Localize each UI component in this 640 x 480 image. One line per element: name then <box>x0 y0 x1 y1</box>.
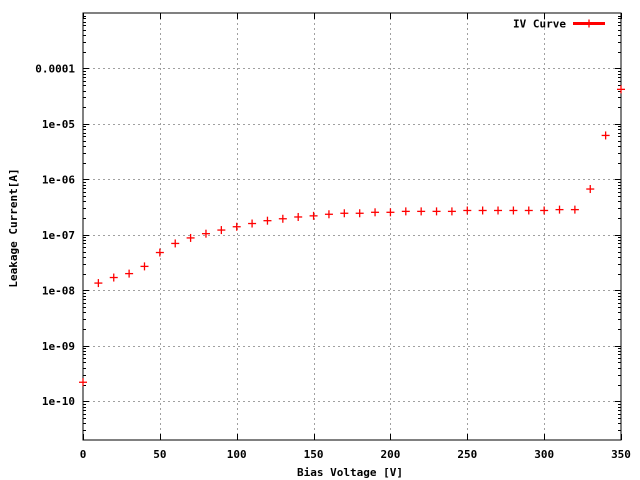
y-tick-label: 1e-07 <box>42 229 75 242</box>
data-point <box>79 378 87 387</box>
data-point <box>540 206 549 215</box>
data-point <box>617 85 625 94</box>
data-point <box>570 205 579 214</box>
data-point <box>248 219 257 228</box>
data-point <box>278 214 287 223</box>
x-tick-label: 150 <box>304 448 324 461</box>
data-point <box>401 207 410 216</box>
data-point <box>94 279 103 288</box>
data-point <box>294 212 303 221</box>
y-tick-label: 1e-09 <box>42 340 75 353</box>
y-tick-label: 0.0001 <box>35 62 75 75</box>
data-point <box>509 206 518 215</box>
data-point <box>201 229 210 238</box>
data-point <box>125 269 134 278</box>
y-tick-label: 1e-05 <box>42 118 75 131</box>
data-point <box>217 226 226 235</box>
legend-label: IV Curve <box>513 18 566 31</box>
data-point <box>601 131 610 140</box>
x-tick-label: 200 <box>380 448 400 461</box>
data-point <box>478 206 487 215</box>
data-point <box>447 207 456 216</box>
data-point <box>140 262 149 271</box>
data-points <box>79 85 625 387</box>
y-tick-label: 1e-06 <box>42 173 75 186</box>
x-tick-labels: 0 50 100 150 200 250 300 350 <box>80 448 631 461</box>
y-tick-label: 1e-08 <box>42 284 75 297</box>
data-point <box>386 208 395 217</box>
data-point <box>263 216 272 225</box>
data-point <box>355 209 364 218</box>
data-point <box>340 209 349 218</box>
data-point <box>309 211 318 220</box>
data-point <box>417 207 426 216</box>
legend: IV Curve <box>513 18 605 31</box>
x-tick-label: 350 <box>611 448 631 461</box>
y-tick-label: 1e-10 <box>42 395 75 408</box>
data-point <box>371 208 380 217</box>
plot-frame <box>82 12 622 441</box>
data-point <box>232 222 241 231</box>
data-point <box>155 248 164 257</box>
axis-ticks <box>83 13 622 440</box>
data-point <box>186 233 195 242</box>
x-axis-label: Bias Voltage [V] <box>297 466 403 479</box>
x-tick-label: 0 <box>80 448 87 461</box>
x-tick-label: 300 <box>534 448 554 461</box>
data-point <box>586 185 595 194</box>
y-tick-labels: 1e-10 1e-09 1e-08 1e-07 1e-06 1e-05 0.0001 <box>35 62 75 408</box>
x-tick-label: 50 <box>153 448 166 461</box>
data-point <box>524 206 533 215</box>
data-point <box>171 239 180 248</box>
grid <box>83 13 621 440</box>
data-point <box>109 273 118 282</box>
data-point <box>555 205 564 214</box>
x-tick-label: 250 <box>457 448 477 461</box>
data-point <box>324 210 333 219</box>
x-tick-label: 100 <box>227 448 247 461</box>
y-axis-label: Leakage Current[A] <box>7 168 20 287</box>
data-point <box>494 206 503 215</box>
data-point <box>432 207 441 216</box>
data-point <box>463 206 472 215</box>
